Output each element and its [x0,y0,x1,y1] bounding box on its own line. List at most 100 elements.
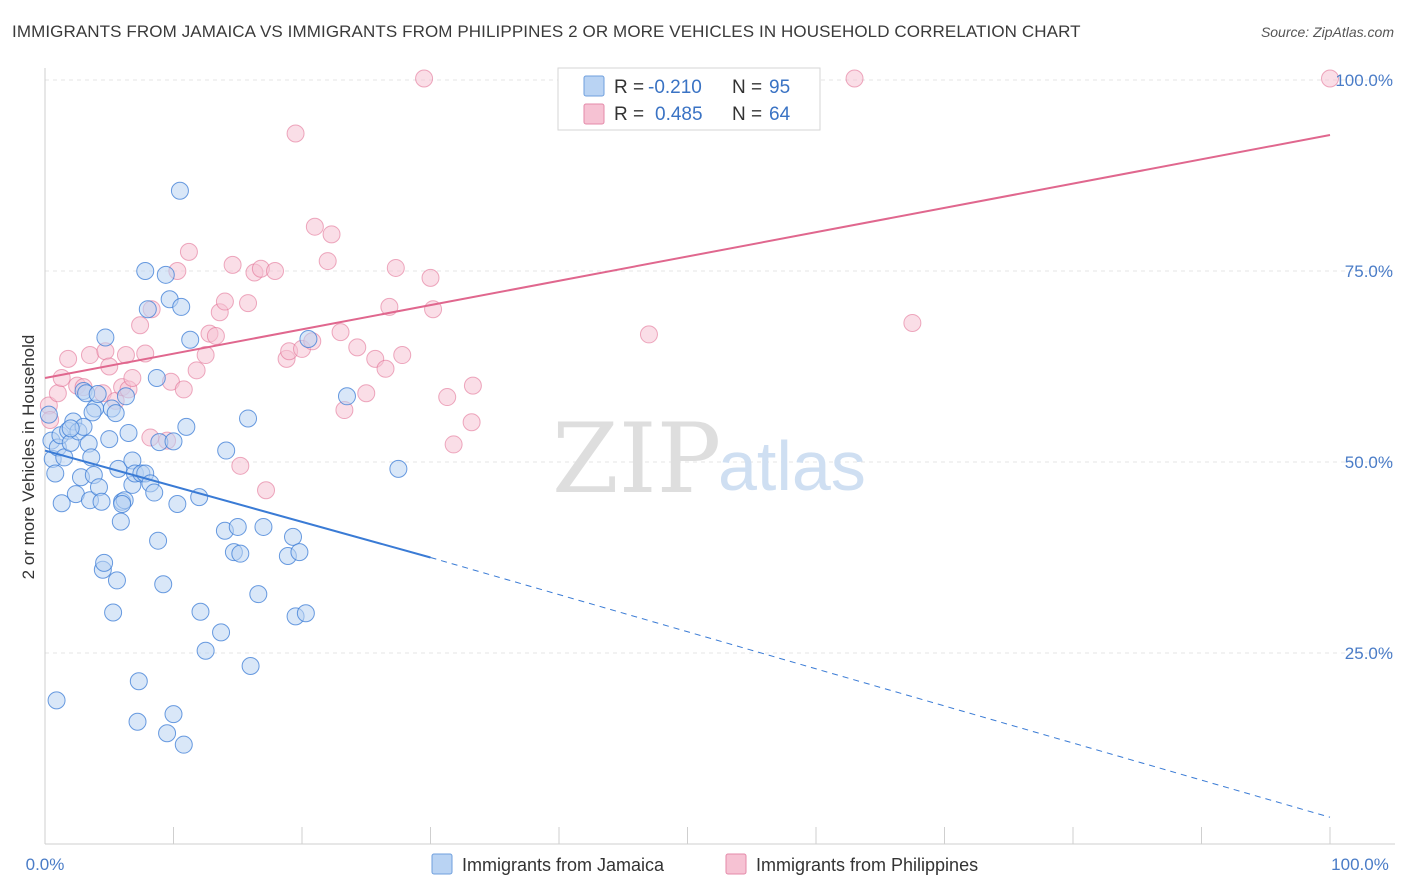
jamaica-point [111,512,130,531]
points-layer [39,69,1339,754]
watermark-zip: ZIP [552,403,721,515]
philippines-point [215,292,234,311]
legend-swatch-philippines [583,103,605,125]
chart-source: Source: ZipAtlas.com [1260,24,1394,40]
philippines-point [59,349,78,368]
jamaica-point [164,705,183,724]
series-legend: Immigrants from Jamaica Immigrants from … [431,853,978,875]
philippines-point [376,359,395,378]
bottom-legend-label-philippines: Immigrants from Philippines [756,855,978,875]
philippines-point [52,368,71,387]
bottom-legend-swatch-jamaica [431,853,453,875]
jamaica-point [116,387,135,406]
watermark-atlas: atlas [718,427,866,505]
legend-r-value-jamaica: -0.210 [648,77,702,98]
jamaica-point [104,603,123,622]
philippines-point [131,316,150,335]
philippines-point [257,481,276,500]
legend-swatch-jamaica [583,75,605,97]
jamaica-point [212,623,231,642]
jamaica-trend-extension [430,557,1331,818]
philippines-point [357,384,376,403]
jamaica-point [39,405,58,424]
philippines-point [845,69,864,88]
philippines-point [231,456,250,475]
jamaica-point [284,527,303,546]
jamaica-point [158,724,177,743]
legend-r-label-philippines: R = [614,104,644,125]
jamaica-point [149,531,168,550]
philippines-point [196,346,215,365]
legend-r-value-philippines: 0.485 [655,104,703,125]
trend-layer [44,134,1331,818]
philippines-point [266,262,285,280]
jamaica-point [217,441,236,460]
philippines-point [223,255,242,274]
jamaica-point [228,517,247,536]
jamaica-trend-line [44,449,431,559]
philippines-point [1321,69,1339,88]
jamaica-point [191,602,210,621]
philippines-point [421,268,440,287]
philippines-point [80,346,99,365]
y-tick-label: 100.0% [1335,71,1393,90]
jamaica-point [100,430,119,449]
philippines-point [348,338,367,357]
jamaica-point [106,404,125,423]
philippines-point [444,435,463,454]
legend-r-label-jamaica: R = [614,77,644,98]
jamaica-point [290,543,309,562]
jamaica-point [128,712,147,731]
philippines-point [286,124,305,143]
watermark: ZIP atlas [552,403,866,515]
jamaica-point [147,368,166,387]
bottom-legend-label-jamaica: Immigrants from Jamaica [462,855,665,875]
ticks-layer: 25.0% 50.0% 75.0% 100.0% 0.0% 100.0% [26,71,1393,874]
jamaica-point [177,417,196,436]
jamaica-point [231,544,250,563]
jamaica-point [52,494,71,513]
jamaica-point [46,464,65,483]
jamaica-point [113,495,132,514]
jamaica-point [337,387,356,406]
philippines-point [123,368,142,387]
philippines-point [318,252,337,271]
jamaica-point [249,585,268,604]
jamaica-point [92,492,111,511]
jamaica-point [95,553,114,572]
jamaica-point [47,691,66,710]
jamaica-point [119,423,138,442]
jamaica-point [196,641,215,660]
jamaica-point [154,575,173,594]
x-tick-label: 0.0% [26,855,65,874]
x-tick-label: 100.0% [1331,855,1389,874]
jamaica-point [181,330,200,349]
philippines-point [415,69,434,88]
philippines-point [463,376,482,395]
jamaica-point [156,265,175,284]
philippines-point [48,384,67,403]
grid-layer [45,79,1395,654]
jamaica-point [296,604,315,623]
jamaica-point [145,483,164,502]
jamaica-point [88,385,107,404]
philippines-point [438,388,457,407]
philippines-point [322,225,341,244]
jamaica-point [136,262,155,280]
philippines-point [386,258,405,277]
jamaica-point [61,419,80,438]
jamaica-point [170,181,189,200]
jamaica-point [254,517,273,536]
jamaica-point [138,300,157,319]
jamaica-point [107,571,126,590]
philippines-point [903,313,922,332]
jamaica-point [299,329,318,348]
philippines-point [462,413,481,432]
jamaica-point [164,432,183,451]
jamaica-point [83,403,102,422]
jamaica-point [168,495,187,514]
philippines-point [174,380,193,399]
philippines-point [639,325,658,344]
chart-title: IMMIGRANTS FROM JAMAICA VS IMMIGRANTS FR… [12,22,1081,41]
